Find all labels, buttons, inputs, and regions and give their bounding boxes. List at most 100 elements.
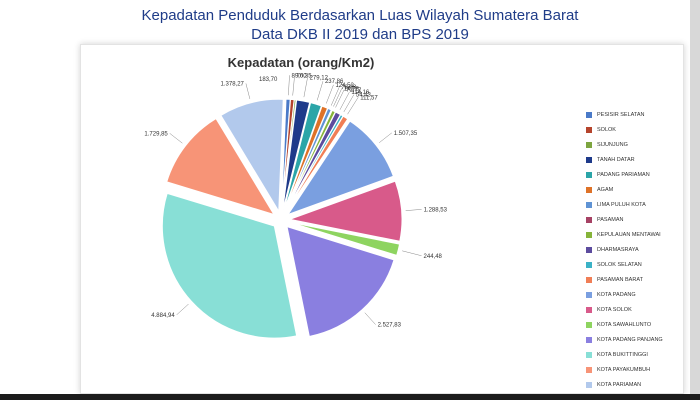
leader-line-tanah-datar	[303, 77, 308, 98]
data-label-kota-sawahlunto: 244,48	[424, 254, 443, 260]
legend-item-kota-solok: KOTA SOLOK	[586, 302, 681, 317]
legend-item-kota-bukittinggi: KOTA BUKITTINGGI	[586, 347, 681, 362]
data-label-pesisir-selatan: 89,00	[292, 73, 308, 79]
legend-label: KOTA PADANG	[597, 291, 636, 298]
leader-line-agam	[326, 84, 334, 104]
pie-slice-kota-payakumbuh	[166, 117, 276, 216]
pie-slice-tanah-datar	[282, 99, 311, 212]
data-label-dharmasraya: 114,16	[351, 90, 370, 96]
legend-swatch	[586, 231, 592, 238]
legend-item-kota-padang-panjang: KOTA PADANG PANJANG	[586, 332, 681, 347]
pie-chart: 89,0076,35279,12237,86124,5278,0814,7872…	[144, 73, 448, 339]
slide-title-line1: Kepadatan Penduduk Berdasarkan Luas Wila…	[141, 7, 579, 24]
legend-label: PASAMAN	[597, 216, 624, 223]
data-label-kota-pariaman: 1.378,27	[221, 81, 245, 87]
leader-line-lima-puluh-kota	[330, 87, 340, 106]
legend-swatch	[586, 156, 592, 163]
legend-label: KOTA PARIAMAN	[597, 381, 642, 388]
legend-item-solok: SOLOK	[586, 122, 681, 137]
pie-slice-sijunjung	[281, 99, 297, 212]
legend-label: SOLOK SELATAN	[597, 261, 642, 268]
data-label-kota-payakumbuh: 1.729,85	[144, 131, 168, 137]
leader-line-kota-padang	[379, 132, 392, 143]
legend-item-kota-pariaman: KOTA PARIAMAN	[586, 377, 681, 392]
legend-label: AGAM	[597, 186, 614, 193]
data-label-kepulauan-mentawai: 72,72	[346, 88, 362, 94]
pie-slice-kota-sawahlunto	[289, 221, 401, 257]
legend-label: KEPULAUAN MENTAWAI	[597, 231, 661, 238]
leader-line-solok	[292, 75, 295, 96]
legend-swatch	[586, 126, 592, 133]
slide-title-line2: Data DKB II 2019 dan BPS 2019	[251, 26, 469, 43]
legend-label: SIJUNJUNG	[597, 141, 628, 148]
data-label-padang-pariaman: 237,86	[325, 79, 344, 85]
pie-slice-pasaman-barat	[285, 115, 349, 213]
legend-item-agam: AGAM	[586, 182, 681, 197]
legend-label: DHARMASRAYA	[597, 246, 639, 253]
legend-swatch	[586, 186, 592, 193]
pie-slice-padang-pariaman	[283, 102, 323, 212]
legend-label: KOTA BUKITTINGGI	[597, 351, 648, 358]
legend-swatch	[586, 351, 592, 358]
legend-swatch	[586, 366, 592, 373]
legend-swatch	[586, 321, 592, 328]
data-label-kota-bukittinggi: 4.884,94	[151, 313, 175, 319]
legend-label: PASAMAN BARAT	[597, 276, 643, 283]
data-label-solok: 76,35	[297, 74, 313, 80]
legend-swatch	[586, 246, 592, 253]
chart-legend: PESISIR SELATAN SOLOK SIJUNJUNG TANAH DATAR…	[586, 107, 681, 392]
leader-line-padang-pariaman	[316, 81, 324, 101]
chart-title: Kepadatan (orang/Km2)	[227, 55, 375, 70]
legend-swatch	[586, 216, 592, 223]
chart-frame: Kepadatan (orang/Km2) 89,00 76,35 279,12 23…	[80, 44, 684, 394]
leader-line-kepulauan-mentawai	[335, 89, 345, 108]
legend-swatch	[586, 261, 592, 268]
legend-swatch	[586, 381, 592, 388]
legend-label: KOTA SOLOK	[597, 306, 632, 313]
legend-item-sijunjung: SIJUNJUNG	[586, 137, 681, 152]
legend-swatch	[586, 201, 592, 208]
taskbar-strip	[0, 394, 700, 400]
legend-item-solok-selatan: SOLOK SELATAN	[586, 257, 681, 272]
pie-slice-kota-padang-panjang	[286, 225, 395, 338]
data-label-pasaman: 14,78	[344, 86, 360, 92]
legend-item-lima-puluh-kota: LIMA PULUH KOTA	[586, 197, 681, 212]
legend-item-kota-payakumbuh: KOTA PAYAKUMBUH	[586, 362, 681, 377]
window-edge	[690, 0, 700, 400]
legend-label: TANAH DATAR	[597, 156, 635, 163]
leader-line-kota-payakumbuh	[169, 133, 183, 144]
legend-item-dharmasraya: DHARMASRAYA	[586, 242, 681, 257]
data-label-kota-padang-panjang: 2.527,83	[378, 323, 402, 329]
legend-swatch	[586, 171, 592, 178]
legend-label: LIMA PULUH KOTA	[597, 201, 646, 208]
leader-line-kota-padang-panjang	[364, 312, 376, 325]
leader-line-kota-sawahlunto	[402, 250, 422, 256]
data-label-lima-puluh-kota: 78,08	[341, 85, 357, 91]
legend-swatch	[586, 336, 592, 343]
data-label-solok-selatan: 54,43	[356, 93, 372, 99]
legend-item-padang-pariaman: PADANG PARIAMAN	[586, 167, 681, 182]
legend-item-kepulauan-mentawai: KEPULAUAN MENTAWAI	[586, 227, 681, 242]
data-label-extra: 183,70	[259, 77, 278, 83]
legend-label: KOTA PADANG PANJANG	[597, 336, 663, 343]
data-label-agam: 124,52	[335, 83, 354, 89]
leader-line-kota-pariaman	[245, 83, 251, 99]
data-label-kota-padang: 1.507,35	[394, 131, 418, 137]
data-label-kota-solok: 1.288,53	[424, 207, 448, 213]
legend-item-pasaman: PASAMAN	[586, 212, 681, 227]
legend-item-pesisir-selatan: PESISIR SELATAN	[586, 107, 681, 122]
leader-line-pasaman-barat	[347, 97, 359, 115]
pie-slice-kota-padang	[286, 120, 395, 216]
legend-swatch	[586, 111, 592, 118]
legend-item-pasaman-barat: PASAMAN BARAT	[586, 272, 681, 287]
data-label-pasaman-barat: 111,57	[360, 95, 378, 101]
legend-swatch	[586, 141, 592, 148]
leader-line-solok-selatan	[343, 94, 355, 113]
legend-item-kota-sawahlunto: KOTA SAWAHLUNTO	[586, 317, 681, 332]
legend-swatch	[586, 276, 592, 283]
legend-item-kota-padang: KOTA PADANG	[586, 287, 681, 302]
legend-swatch	[586, 306, 592, 313]
legend-label: KOTA SAWAHLUNTO	[597, 321, 652, 328]
leader-line-pasaman	[333, 88, 343, 107]
